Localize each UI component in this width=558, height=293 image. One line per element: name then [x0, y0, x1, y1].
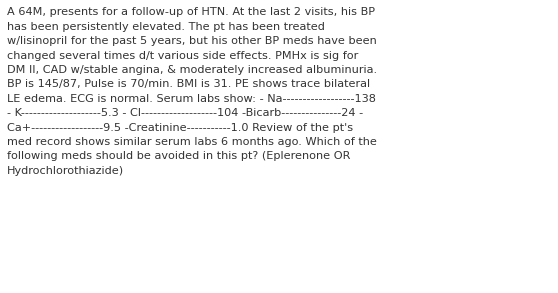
Text: A 64M, presents for a follow-up of HTN. At the last 2 visits, his BP
has been pe: A 64M, presents for a follow-up of HTN. … [7, 7, 377, 176]
